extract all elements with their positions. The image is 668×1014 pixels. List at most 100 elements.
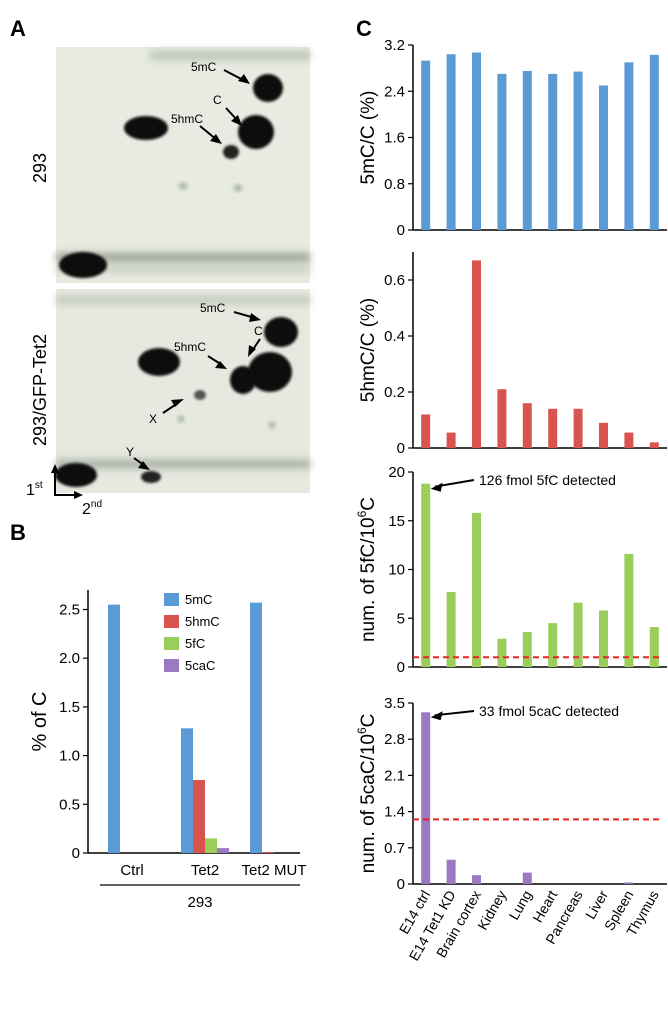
spot-arrowhead <box>231 115 242 126</box>
bar-5cac <box>217 848 229 853</box>
y-axis-label: num. of 5fC/106C <box>355 497 379 642</box>
panel-label-a: A <box>10 16 26 41</box>
bar-liver <box>599 422 608 448</box>
bar-e14-ctrl <box>421 60 431 230</box>
tlc-spot <box>141 471 161 483</box>
bar-e14-ctrl <box>421 414 431 448</box>
y-tick-label: 1.5 <box>59 699 80 716</box>
bar-e14-ctrl <box>421 712 431 884</box>
y-axis-label: 5mC/C (%) <box>358 91 379 185</box>
y-tick-label: 1.6 <box>384 130 405 147</box>
detection-annotation: 126 fmol 5fC detected <box>479 472 616 488</box>
tlc-spot <box>59 252 107 278</box>
chart-c-5mc: 0 0.8 1.6 2.4 3.2 5mC/C (%) <box>358 37 667 239</box>
bar-liver <box>599 610 608 667</box>
tlc-spot <box>178 416 184 422</box>
tlc-spot <box>55 463 97 487</box>
x-tick-label: Tet2 MUT <box>241 862 306 879</box>
y-axis-label: num. of 5caC/106C <box>355 714 379 874</box>
tlc-spot <box>264 317 298 347</box>
spot-label: 5hmC <box>171 112 203 126</box>
bar-kidney <box>497 389 507 448</box>
tlc-spot <box>124 116 168 140</box>
y-tick-label: 0.5 <box>59 796 80 813</box>
group-label: 293 <box>187 894 212 911</box>
dimension-arrowhead <box>74 491 83 499</box>
y-tick-label: 0 <box>72 845 80 862</box>
spot-label: 5mC <box>191 60 217 74</box>
spot-label: X <box>149 412 157 426</box>
y-tick-label: 2.1 <box>384 767 405 784</box>
chart-c-5cac: 0 0.7 1.4 2.1 2.8 3.5 num. of 5caC/106C 33 fmol… <box>355 695 667 893</box>
y-tick-label: 2.5 <box>59 601 80 618</box>
tlc-spot <box>194 390 206 400</box>
bar-5mc <box>250 602 262 853</box>
y-tick-label: 0 <box>397 659 405 676</box>
y-tick-label: 0.6 <box>384 272 405 289</box>
sample-label-top: 293 <box>30 153 50 183</box>
bar-thymus <box>649 627 659 667</box>
x-tick-label: Ctrl <box>120 862 143 879</box>
dimension-label-2nd: 2nd <box>82 499 102 518</box>
bar-pancreas <box>573 602 583 667</box>
legend-swatch <box>164 593 179 606</box>
y-tick-label: 0.7 <box>384 840 405 857</box>
bar-lung <box>522 872 532 884</box>
bar-5fc <box>205 838 217 853</box>
annotation-arrowhead <box>430 711 443 721</box>
bar-brain-cortex <box>472 52 481 230</box>
bar-e14-tet1-kd <box>446 859 456 884</box>
bar-brain-cortex <box>472 512 481 667</box>
spot-label: C <box>254 324 263 338</box>
bar-kidney <box>497 73 507 230</box>
bar-thymus <box>649 442 659 448</box>
tlc-spot <box>230 366 256 394</box>
y-tick-label: 0 <box>397 222 405 239</box>
spot-label: Y <box>126 445 134 459</box>
tlc-spot <box>234 185 242 191</box>
detection-annotation: 33 fmol 5caC detected <box>479 703 619 719</box>
dimension-arrowhead <box>51 464 59 473</box>
bar-e14-tet1-kd <box>446 54 456 230</box>
y-tick-label: 0.4 <box>384 328 405 345</box>
spot-arrowhead <box>238 74 250 84</box>
tlc-spot <box>248 352 292 392</box>
spot-arrowhead <box>210 134 222 144</box>
bar-spleen <box>624 553 634 667</box>
bar-e14-ctrl <box>421 483 431 667</box>
chart-b: 0 0.5 1.0 1.5 2.0 2.5 % of C Ctrl Tet2 Tet2 MUT 29… <box>29 590 307 911</box>
bar-kidney <box>497 638 507 667</box>
bar-brain-cortex <box>472 875 481 884</box>
legend-swatch <box>164 637 179 650</box>
bar-5hmc <box>262 852 274 853</box>
spot-arrowhead <box>249 313 261 322</box>
bar-thymus <box>649 54 659 230</box>
y-tick-label: 3.5 <box>384 695 405 712</box>
legend-label: 5caC <box>185 658 215 673</box>
y-tick-label: 5 <box>397 610 405 627</box>
legend-label: 5mC <box>185 592 212 607</box>
legend-label: 5fC <box>185 636 205 651</box>
legend-label: 5hmC <box>185 614 220 629</box>
bar-lung <box>522 403 532 448</box>
spot-arrowhead <box>171 399 184 407</box>
x-tick-label: Tet2 <box>191 862 219 879</box>
y-tick-label: 2.8 <box>384 731 405 748</box>
y-tick-label: 2.0 <box>59 650 80 667</box>
spot-label: 5hmC <box>174 340 206 354</box>
y-tick-label: 0.8 <box>384 176 405 193</box>
y-tick-label: 0.2 <box>384 384 405 401</box>
tlc-spot <box>179 183 187 189</box>
panel-label-b: B <box>10 520 26 545</box>
bar-5hmc <box>193 779 205 853</box>
y-tick-label: 0 <box>397 876 405 893</box>
dimension-label-1st: 1st <box>26 480 43 499</box>
tlc-image-bottom <box>55 289 310 493</box>
bar-pancreas <box>573 408 583 448</box>
y-tick-label: 15 <box>388 513 405 530</box>
y-tick-label: 3.2 <box>384 37 405 54</box>
bar-heart <box>548 623 558 667</box>
y-tick-label: 0 <box>397 440 405 457</box>
